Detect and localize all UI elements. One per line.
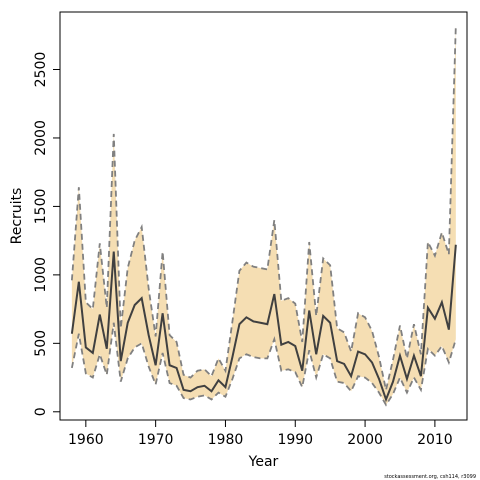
x-tick-label: 2000 xyxy=(347,432,383,448)
confidence-band xyxy=(71,25,456,405)
x-axis: 1960 1970 1980 1990 2000 2010 xyxy=(68,420,453,448)
y-tick-label: 2500 xyxy=(33,52,49,88)
y-tick-label: 1000 xyxy=(33,257,49,293)
y-tick-label: 2000 xyxy=(33,120,49,156)
upper-bound-line xyxy=(70,25,457,391)
y-axis-title: Recruits xyxy=(9,188,25,245)
x-tick-label: 1970 xyxy=(138,432,174,448)
y-axis: 0 500 1000 1500 2000 2500 xyxy=(33,52,60,416)
y-tick-label: 0 xyxy=(33,407,49,416)
x-axis-title: Year xyxy=(248,454,279,470)
y-tick-label: 1500 xyxy=(33,189,49,225)
x-tick-label: 1980 xyxy=(208,432,244,448)
estimate-line xyxy=(70,244,457,403)
x-tick-label: 2010 xyxy=(417,432,453,448)
plot-frame xyxy=(59,11,468,421)
x-tick-label: 1990 xyxy=(277,432,313,448)
plot-area xyxy=(70,25,457,407)
footnote: stockassessment.org, csh114, r3099 xyxy=(384,474,476,480)
x-tick-label: 1960 xyxy=(68,432,104,448)
y-tick-label: 500 xyxy=(33,330,49,357)
